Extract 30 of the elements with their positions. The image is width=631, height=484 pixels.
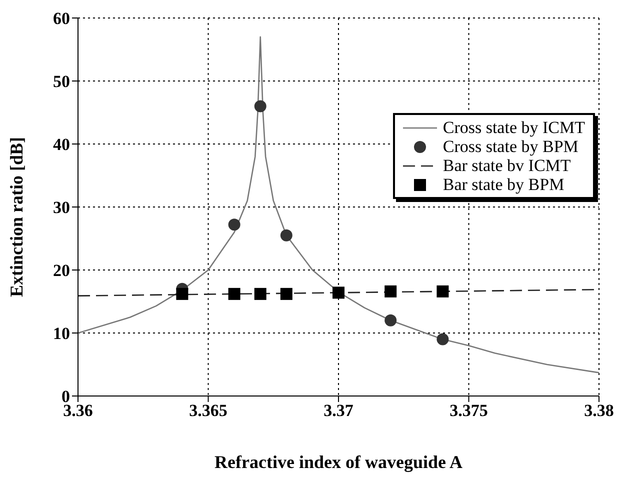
point [228,218,240,231]
point [436,333,449,346]
y-axis-title: Extinction ratio [dB] [6,137,26,297]
y-tick-label: 50 [53,72,70,92]
x-tick-label: 3.36 [63,401,93,420]
legend-label: Cross state by BPM [442,137,578,156]
point [384,285,397,298]
y-tick-label: 40 [53,135,70,154]
y-tick-label: 60 [53,9,70,28]
point [332,286,344,299]
y-tick-label: 30 [53,198,70,218]
x-tick-label: 3.375 [450,401,488,420]
point [436,285,449,298]
y-tick-label: 10 [53,324,70,344]
point [280,229,292,242]
point [254,100,266,112]
point [254,288,266,300]
x-axis-title: Refractive index of waveguide A [214,452,462,472]
x-tick-label: 3.365 [189,401,228,420]
point [176,288,188,300]
legend-label: Bar state by BPM [442,175,564,194]
legend-label: Cross state by ICMT [442,118,585,137]
point [384,314,397,326]
y-tick-label: 20 [53,261,70,280]
point [228,288,240,300]
line-series [78,36,599,374]
x-tick-label: 3.37 [324,401,354,420]
legend-label: Bar state bv ICMT [442,156,571,175]
x-tick-label: 3.38 [584,401,614,420]
point [280,288,292,300]
